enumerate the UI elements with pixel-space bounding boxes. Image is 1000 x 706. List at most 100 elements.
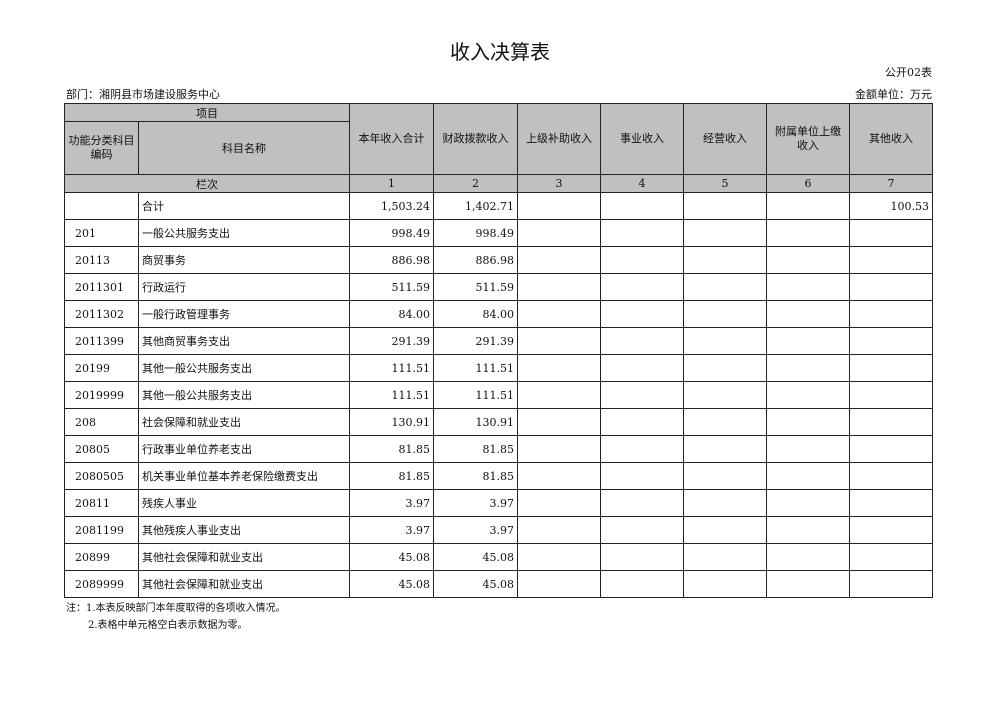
income-table: 项目 本年收入合计 财政拨款收入 上级补助收入 事业收入 经营收入 附属单位上缴收入 其他收入… — [64, 103, 933, 598]
row-value — [517, 462, 601, 490]
header-column: 本年收入合计 — [349, 103, 434, 175]
row-code: 2080505 — [64, 462, 139, 490]
table-row: 20899 其他社会保障和就业支出 45.08 45.08 — [64, 543, 933, 571]
row-value — [683, 219, 767, 247]
header-column: 事业收入 — [600, 103, 684, 175]
row-name: 一般公共服务支出 — [138, 219, 350, 247]
row-code — [64, 192, 139, 220]
row-value — [849, 408, 933, 436]
row-code: 20199 — [64, 354, 139, 382]
note-2: 2.表格中单元格空白表示数据为零。 — [88, 620, 248, 631]
row-value: 81.85 — [433, 462, 518, 490]
row-value — [600, 327, 684, 355]
row-value — [683, 462, 767, 490]
row-value — [683, 489, 767, 517]
column-number: 6 — [766, 174, 850, 193]
row-value — [766, 192, 850, 220]
note-1: 注：1.本表反映部门本年度取得的各项收入情况。 — [66, 603, 286, 614]
row-value — [683, 435, 767, 463]
row-value — [600, 192, 684, 220]
row-value: 511.59 — [433, 273, 518, 301]
row-value — [849, 435, 933, 463]
table-row: 208 社会保障和就业支出 130.91 130.91 — [64, 408, 933, 436]
row-code: 20811 — [64, 489, 139, 517]
row-value: 998.49 — [433, 219, 518, 247]
row-name: 一般行政管理事务 — [138, 300, 350, 328]
row-name: 残疾人事业 — [138, 489, 350, 517]
table-row: 20805 行政事业单位养老支出 81.85 81.85 — [64, 435, 933, 463]
row-code: 2011301 — [64, 273, 139, 301]
row-value — [766, 408, 850, 436]
row-value: 130.91 — [349, 408, 434, 436]
row-value — [766, 300, 850, 328]
row-value — [849, 462, 933, 490]
row-value — [600, 300, 684, 328]
row-value — [849, 489, 933, 517]
row-value: 511.59 — [349, 273, 434, 301]
row-code: 201 — [64, 219, 139, 247]
table-row: 201 一般公共服务支出 998.49 998.49 — [64, 219, 933, 247]
row-value — [849, 273, 933, 301]
row-value: 81.85 — [433, 435, 518, 463]
row-value — [600, 489, 684, 517]
row-value: 84.00 — [433, 300, 518, 328]
row-value: 291.39 — [349, 327, 434, 355]
row-value — [683, 354, 767, 382]
table-row: 2011301 行政运行 511.59 511.59 — [64, 273, 933, 301]
table-row: 2089999 其他社会保障和就业支出 45.08 45.08 — [64, 570, 933, 598]
row-code: 2019999 — [64, 381, 139, 409]
table-row: 2011399 其他商贸事务支出 291.39 291.39 — [64, 327, 933, 355]
notes: 注：1.本表反映部门本年度取得的各项收入情况。 2.表格中单元格空白表示数据为零… — [66, 600, 286, 634]
row-value: 45.08 — [349, 570, 434, 598]
table-row: 20811 残疾人事业 3.97 3.97 — [64, 489, 933, 517]
row-value: 291.39 — [433, 327, 518, 355]
column-number: 7 — [849, 174, 933, 193]
table-row: 合计 1,503.24 1,402.71 100.53 — [64, 192, 933, 220]
table-row: 20113 商贸事务 886.98 886.98 — [64, 246, 933, 274]
header-col-index: 栏次 — [64, 174, 350, 193]
row-value: 1,402.71 — [433, 192, 518, 220]
row-value — [683, 381, 767, 409]
row-value: 3.97 — [349, 489, 434, 517]
row-value — [849, 219, 933, 247]
row-code: 20113 — [64, 246, 139, 274]
row-value — [683, 300, 767, 328]
row-value: 3.97 — [433, 516, 518, 544]
row-value — [766, 462, 850, 490]
row-value — [600, 354, 684, 382]
row-value: 130.91 — [433, 408, 518, 436]
row-name: 其他社会保障和就业支出 — [138, 570, 350, 598]
row-value — [683, 273, 767, 301]
header-item: 项目 — [64, 103, 350, 122]
row-value — [766, 381, 850, 409]
row-value — [849, 327, 933, 355]
row-value — [766, 570, 850, 598]
column-number: 5 — [683, 174, 767, 193]
header-column: 经营收入 — [683, 103, 767, 175]
row-value — [517, 246, 601, 274]
row-name: 行政运行 — [138, 273, 350, 301]
row-code: 2011302 — [64, 300, 139, 328]
row-value: 84.00 — [349, 300, 434, 328]
row-value — [849, 246, 933, 274]
row-value — [849, 516, 933, 544]
row-value — [517, 543, 601, 571]
row-value — [849, 300, 933, 328]
column-number: 2 — [433, 174, 518, 193]
row-value — [600, 435, 684, 463]
row-value: 45.08 — [433, 570, 518, 598]
row-value — [517, 192, 601, 220]
row-value — [517, 381, 601, 409]
row-value — [766, 246, 850, 274]
row-value: 998.49 — [349, 219, 434, 247]
row-value — [683, 246, 767, 274]
row-value — [683, 570, 767, 598]
row-value — [683, 327, 767, 355]
table-row: 2011302 一般行政管理事务 84.00 84.00 — [64, 300, 933, 328]
row-value: 111.51 — [349, 354, 434, 382]
header-column: 上级补助收入 — [517, 103, 601, 175]
row-value: 45.08 — [349, 543, 434, 571]
header-column: 财政拨款收入 — [433, 103, 518, 175]
row-value: 81.85 — [349, 462, 434, 490]
row-value — [766, 435, 850, 463]
